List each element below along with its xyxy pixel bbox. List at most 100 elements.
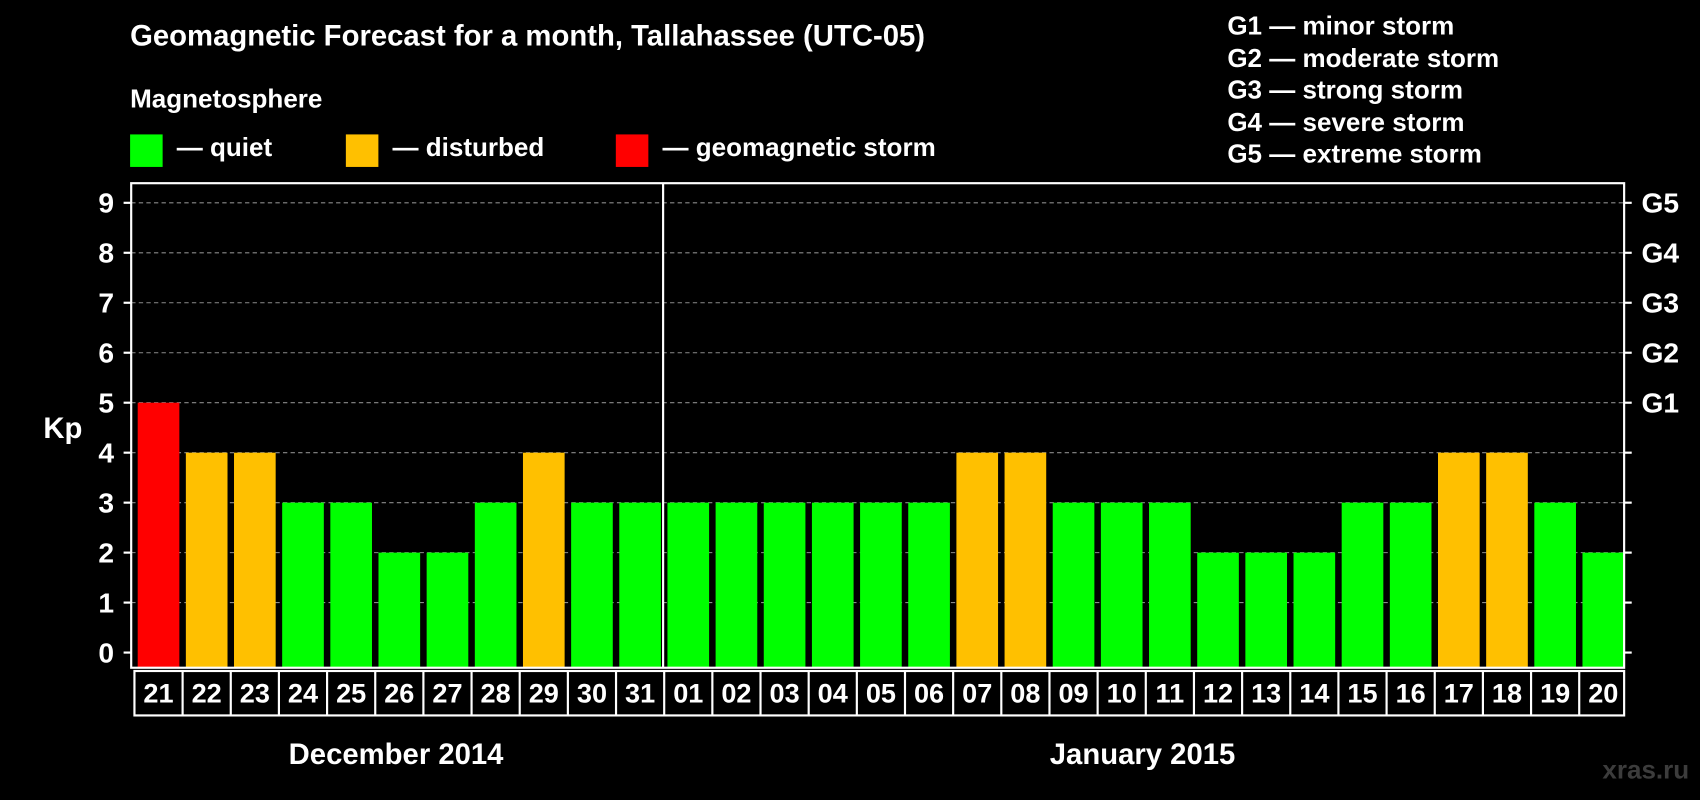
x-tick-label-09: 09 bbox=[1058, 677, 1088, 708]
legend-swatch-storm bbox=[615, 134, 649, 167]
bar-04 bbox=[811, 502, 854, 668]
x-tick-label-14: 14 bbox=[1299, 677, 1329, 708]
x-tick-label-07: 07 bbox=[962, 677, 992, 708]
bar-02 bbox=[715, 502, 758, 668]
right-axis-label-g4: G4 bbox=[1641, 237, 1679, 269]
bar-06 bbox=[908, 502, 950, 668]
legend-swatch-disturbed bbox=[345, 134, 379, 167]
x-tick-label-29: 29 bbox=[529, 677, 559, 708]
x-tick-label-19: 19 bbox=[1540, 677, 1570, 708]
bar-25 bbox=[330, 502, 372, 668]
bar-26 bbox=[378, 552, 421, 668]
bar-05 bbox=[860, 502, 902, 668]
x-tick-label-13: 13 bbox=[1251, 677, 1281, 708]
frame-layer bbox=[123, 182, 1632, 717]
bar-29 bbox=[522, 452, 565, 668]
bar-19 bbox=[1534, 502, 1576, 668]
x-tick-label-27: 27 bbox=[432, 677, 462, 708]
y-tick-label: 9 bbox=[98, 187, 114, 219]
x-tick-label-25: 25 bbox=[336, 677, 366, 708]
x-tick-label-06: 06 bbox=[914, 677, 944, 708]
bar-17 bbox=[1437, 452, 1480, 668]
storm-scale-legend: G1 — minor storm G2 — moderate storm G3 … bbox=[1227, 11, 1499, 171]
month-label-0: December 2014 bbox=[289, 739, 505, 771]
bar-07 bbox=[956, 452, 999, 668]
y-tick-label: 4 bbox=[98, 436, 114, 468]
legend-swatch-quiet bbox=[130, 134, 163, 167]
x-tick-label-01: 01 bbox=[673, 677, 703, 708]
y-axis-title: Kp bbox=[43, 413, 82, 445]
bar-21 bbox=[137, 402, 180, 668]
date-strip bbox=[133, 669, 1626, 717]
bar-13 bbox=[1245, 552, 1288, 668]
bar-08 bbox=[1004, 452, 1047, 668]
storm-scale-g4: G4 — severe storm bbox=[1227, 107, 1465, 138]
x-tick-label-24: 24 bbox=[288, 677, 318, 708]
x-tick-label-18: 18 bbox=[1492, 677, 1522, 708]
storm-scale-g2: G2 — moderate storm bbox=[1227, 43, 1500, 74]
y-tick-label: 6 bbox=[98, 336, 114, 368]
x-tick-label-26: 26 bbox=[384, 677, 414, 708]
plot-frame bbox=[130, 182, 1626, 669]
bar-03 bbox=[763, 502, 806, 668]
bar-09 bbox=[1052, 502, 1095, 668]
bar-24 bbox=[282, 502, 324, 668]
x-tick-label-22: 22 bbox=[192, 677, 222, 708]
right-axis-label-g5: G5 bbox=[1641, 187, 1679, 219]
y-tick-label: 7 bbox=[98, 287, 114, 319]
x-tick-label-02: 02 bbox=[721, 677, 751, 708]
bar-28 bbox=[474, 502, 517, 668]
bar-01 bbox=[667, 502, 710, 668]
bar-12 bbox=[1197, 552, 1239, 668]
legend-label-storm: — geomagnetic storm bbox=[662, 133, 936, 163]
storm-scale-g5: G5 — extreme storm bbox=[1227, 139, 1482, 170]
x-tick-label-08: 08 bbox=[1010, 677, 1040, 708]
right-axis-label-g3: G3 bbox=[1641, 287, 1679, 319]
x-tick-label-10: 10 bbox=[1107, 677, 1137, 708]
x-tick-label-05: 05 bbox=[866, 677, 896, 708]
y-tick-label: 3 bbox=[98, 486, 114, 518]
bar-30 bbox=[571, 502, 613, 668]
x-tick-label-31: 31 bbox=[625, 677, 655, 708]
y-tick-label: 0 bbox=[98, 636, 114, 668]
bar-27 bbox=[426, 552, 469, 668]
bar-14 bbox=[1293, 552, 1336, 668]
x-tick-label-16: 16 bbox=[1396, 677, 1426, 708]
x-tick-label-11: 11 bbox=[1156, 677, 1185, 708]
bar-20 bbox=[1582, 552, 1625, 668]
bar-layer bbox=[137, 402, 1625, 668]
chart-title: Geomagnetic Forecast for a month, Tallah… bbox=[130, 19, 926, 53]
bar-15 bbox=[1341, 502, 1384, 668]
right-axis-label-g2: G2 bbox=[1641, 336, 1679, 368]
x-tick-label-20: 20 bbox=[1588, 677, 1618, 708]
legend-heading: Magnetosphere bbox=[130, 84, 323, 114]
bar-31 bbox=[619, 502, 661, 668]
x-tick-label-03: 03 bbox=[770, 677, 800, 708]
x-tick-label-15: 15 bbox=[1347, 677, 1377, 708]
watermark: xras.ru bbox=[1602, 755, 1690, 785]
x-tick-label-23: 23 bbox=[240, 677, 270, 708]
y-tick-label: 8 bbox=[98, 237, 114, 269]
bar-18 bbox=[1486, 452, 1528, 668]
legend-label-quiet: — quiet bbox=[176, 133, 273, 163]
y-tick-label: 5 bbox=[98, 386, 114, 418]
bar-23 bbox=[234, 452, 276, 668]
x-tick-label-30: 30 bbox=[577, 677, 607, 708]
storm-scale-g1: G1 — minor storm bbox=[1227, 11, 1455, 42]
bar-16 bbox=[1389, 502, 1432, 668]
legend-label-disturbed: — disturbed bbox=[392, 133, 545, 163]
x-tick-label-17: 17 bbox=[1444, 677, 1474, 708]
month-label-1: January 2015 bbox=[1050, 739, 1236, 771]
y-tick-label: 2 bbox=[98, 536, 114, 568]
x-tick-label-12: 12 bbox=[1203, 677, 1233, 708]
y-tick-label: 1 bbox=[98, 586, 114, 618]
x-tick-label-21: 21 bbox=[143, 677, 173, 708]
bar-11 bbox=[1149, 502, 1191, 668]
x-tick-label-04: 04 bbox=[818, 677, 848, 708]
x-tick-label-28: 28 bbox=[481, 677, 511, 708]
storm-scale-g3: G3 — strong storm bbox=[1227, 75, 1463, 106]
bar-22 bbox=[185, 452, 228, 668]
bar-10 bbox=[1100, 502, 1143, 668]
